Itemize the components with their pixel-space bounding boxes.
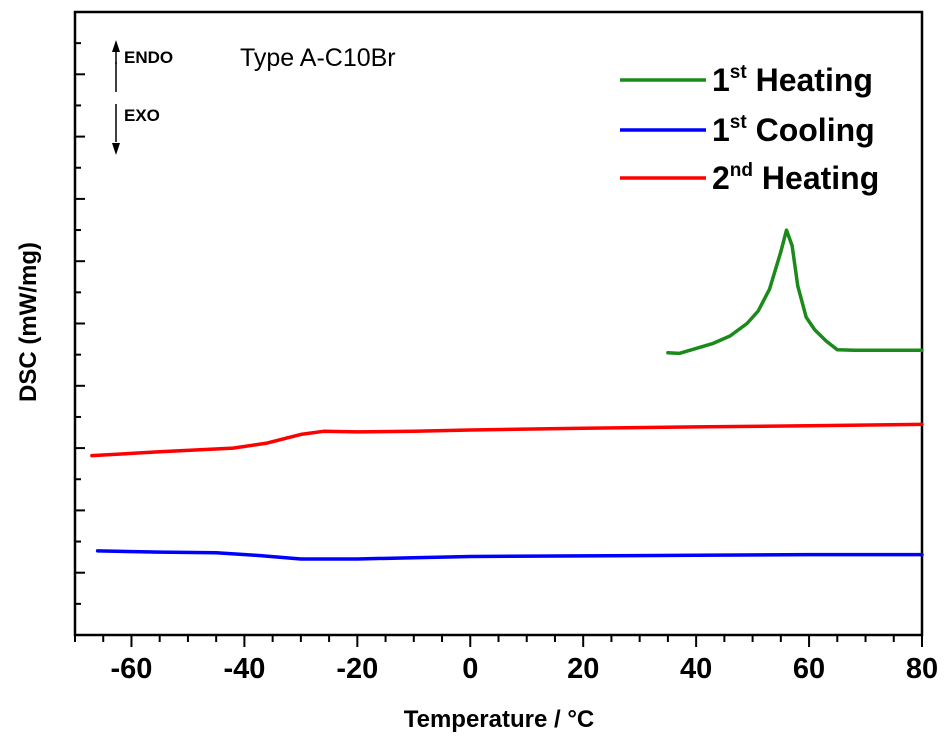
legend-label-1st-heating: 1st Heating bbox=[712, 62, 873, 98]
x-tick-label: 0 bbox=[462, 653, 478, 685]
x-tick-label: 60 bbox=[793, 653, 825, 685]
plot-area-border bbox=[73, 10, 924, 637]
x-axis-ticks bbox=[74, 635, 923, 647]
y-axis-title: DSC (mW/mg) bbox=[15, 242, 42, 402]
x-axis-tick-labels: -60 -40 -20 0 20 40 60 80 bbox=[111, 653, 939, 685]
endo-arrow-icon bbox=[112, 40, 120, 52]
exo-arrow-icon bbox=[112, 143, 120, 155]
x-tick-label: 40 bbox=[680, 653, 712, 685]
legend-label-2nd-heating: 2nd Heating bbox=[712, 160, 879, 196]
exo-label: EXO bbox=[124, 106, 160, 125]
x-axis-title: Temperature / °C bbox=[404, 706, 595, 733]
series-lines bbox=[90, 228, 924, 561]
plot-frame bbox=[73, 10, 924, 637]
x-tick-label: -60 bbox=[111, 653, 153, 685]
series-line-1st-cooling bbox=[95, 549, 924, 561]
x-tick-label: 80 bbox=[906, 653, 938, 685]
series-line-1st-heating bbox=[666, 228, 924, 356]
legend: 1st Heating 1st Cooling 2nd Heating bbox=[620, 62, 879, 196]
x-tick-label: -20 bbox=[336, 653, 378, 685]
series-line-2nd-heating bbox=[90, 422, 924, 458]
x-tick-label: -40 bbox=[223, 653, 265, 685]
sample-label: Type A-C10Br bbox=[240, 44, 396, 72]
y-axis-ticks bbox=[75, 11, 85, 636]
legend-label-1st-cooling: 1st Cooling bbox=[712, 112, 875, 148]
x-tick-label: 20 bbox=[567, 653, 599, 685]
endo-label: ENDO bbox=[124, 48, 173, 67]
endo-exo-annotation: ENDO EXO bbox=[112, 40, 173, 155]
